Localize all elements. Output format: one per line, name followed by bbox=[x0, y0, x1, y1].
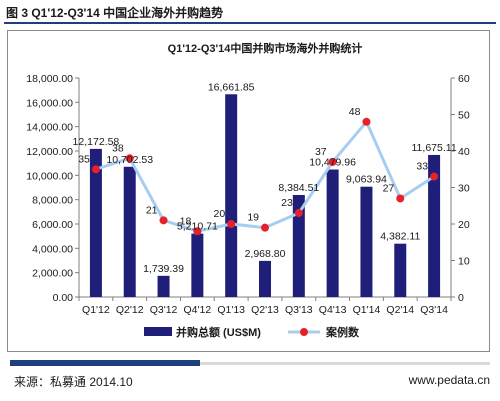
x-tick-label: Q3'13 bbox=[285, 304, 313, 316]
y-right-tick-label: 50 bbox=[458, 110, 470, 122]
legend-bar-label: 并购总额 (US$M) bbox=[176, 325, 261, 339]
x-tick-label: Q4'13 bbox=[319, 304, 347, 316]
count-value-label: 38 bbox=[112, 142, 124, 154]
footer-rule-accent bbox=[10, 360, 200, 366]
bar-value-label: 4,382.11 bbox=[380, 231, 420, 243]
count-marker bbox=[227, 220, 236, 228]
count-value-label: 23 bbox=[281, 197, 293, 209]
bar bbox=[259, 260, 271, 297]
x-tick-label: Q1'14 bbox=[353, 304, 381, 316]
bar-value-label: 10,702.53 bbox=[106, 154, 153, 166]
bar bbox=[292, 194, 305, 297]
y-left-tick-label: 12,000.00 bbox=[26, 146, 73, 158]
count-value-label: 18 bbox=[180, 215, 192, 227]
bar bbox=[89, 148, 102, 297]
legend-bar-swatch bbox=[144, 327, 172, 336]
count-marker bbox=[396, 194, 405, 203]
bar bbox=[326, 169, 339, 297]
y-right-tick-label: 30 bbox=[458, 183, 470, 195]
count-value-label: 37 bbox=[315, 146, 327, 158]
bar bbox=[123, 166, 136, 297]
count-marker bbox=[159, 216, 168, 225]
bar-value-label: 10,479.96 bbox=[309, 156, 356, 168]
source-label: 来源：私募通 2014.10 bbox=[14, 375, 133, 389]
y-left-tick-label: 14,000.00 bbox=[26, 122, 73, 134]
bar-value-label: 12,172.58 bbox=[73, 136, 120, 148]
count-marker bbox=[362, 117, 371, 126]
bar bbox=[225, 94, 238, 297]
y-right-tick-label: 60 bbox=[458, 73, 470, 85]
count-value-label: 35 bbox=[78, 153, 90, 165]
y-left-tick-label: 6,000.00 bbox=[32, 219, 73, 231]
y-left-tick-label: 4,000.00 bbox=[32, 243, 73, 255]
bar bbox=[394, 243, 407, 297]
x-tick-label: Q3'12 bbox=[150, 304, 178, 316]
count-value-label: 20 bbox=[213, 208, 225, 220]
count-marker bbox=[193, 227, 202, 236]
figure-title: 图 3 Q1'12-Q3'14 中国企业海外并购趋势 bbox=[6, 6, 224, 20]
bar bbox=[157, 275, 170, 297]
x-tick-label: Q2'12 bbox=[116, 304, 144, 316]
count-marker bbox=[430, 172, 439, 181]
bar-value-label: 16,661.85 bbox=[208, 81, 255, 93]
y-left-tick-label: 10,000.00 bbox=[26, 170, 73, 182]
count-value-label: 19 bbox=[247, 212, 259, 224]
bar-value-label: 1,739.39 bbox=[143, 263, 184, 275]
y-left-tick-label: 16,000.00 bbox=[26, 97, 73, 109]
y-right-tick-label: 40 bbox=[458, 146, 470, 158]
y-left-tick-label: 2,000.00 bbox=[32, 268, 73, 280]
x-tick-label: Q1'12 bbox=[82, 304, 110, 316]
count-marker bbox=[125, 154, 134, 163]
bar-value-label: 5,210.71 bbox=[177, 221, 218, 233]
bar bbox=[191, 233, 204, 297]
count-value-label: 27 bbox=[383, 182, 395, 194]
bar-value-label: 11,675.11 bbox=[412, 142, 457, 154]
x-tick-label: Q1'13 bbox=[217, 304, 245, 316]
x-tick-label: Q3'14 bbox=[420, 304, 448, 316]
count-value-label: 33 bbox=[416, 161, 428, 173]
bar-value-label: 8,384.51 bbox=[278, 182, 319, 194]
count-value-label: 21 bbox=[146, 204, 158, 216]
chart-frame: Q1'12-Q3'14中国并购市场海外并购统计 0.00 2,000.00 4,000… bbox=[7, 30, 490, 352]
count-marker bbox=[91, 165, 100, 174]
website-label: www.pedata.cn bbox=[408, 373, 490, 387]
y-left-tick-label: 0.00 bbox=[53, 292, 74, 304]
chart: Q1'12-Q3'14中国并购市场海外并购统计 0.00 2,000.00 4,000… bbox=[26, 41, 470, 339]
chart-title: Q1'12-Q3'14中国并购市场海外并购统计 bbox=[168, 41, 363, 55]
bar bbox=[360, 186, 373, 297]
x-tick-label: Q4'12 bbox=[184, 304, 212, 316]
x-tick-label: Q2'13 bbox=[251, 304, 279, 316]
count-marker bbox=[328, 157, 337, 166]
y-right-tick-label: 10 bbox=[458, 256, 470, 268]
footer-rule bbox=[10, 362, 490, 365]
y-right-tick-label: 20 bbox=[458, 219, 470, 231]
title-rule bbox=[4, 22, 496, 24]
count-value-label: 48 bbox=[349, 106, 361, 118]
bar-value-label: 9,063.94 bbox=[346, 174, 387, 186]
x-tick-label: Q2'14 bbox=[386, 304, 414, 316]
bar-value-label: 2,968.80 bbox=[245, 248, 286, 260]
count-marker bbox=[261, 223, 269, 232]
count-marker bbox=[294, 209, 303, 218]
y-right-tick-label: 0 bbox=[458, 292, 464, 304]
y-left-tick-label: 18,000.00 bbox=[26, 73, 73, 85]
legend-line-label: 案例数 bbox=[325, 325, 360, 339]
bar bbox=[428, 154, 441, 297]
legend-line-marker bbox=[300, 328, 308, 336]
y-left-tick-label: 8,000.00 bbox=[32, 195, 73, 207]
